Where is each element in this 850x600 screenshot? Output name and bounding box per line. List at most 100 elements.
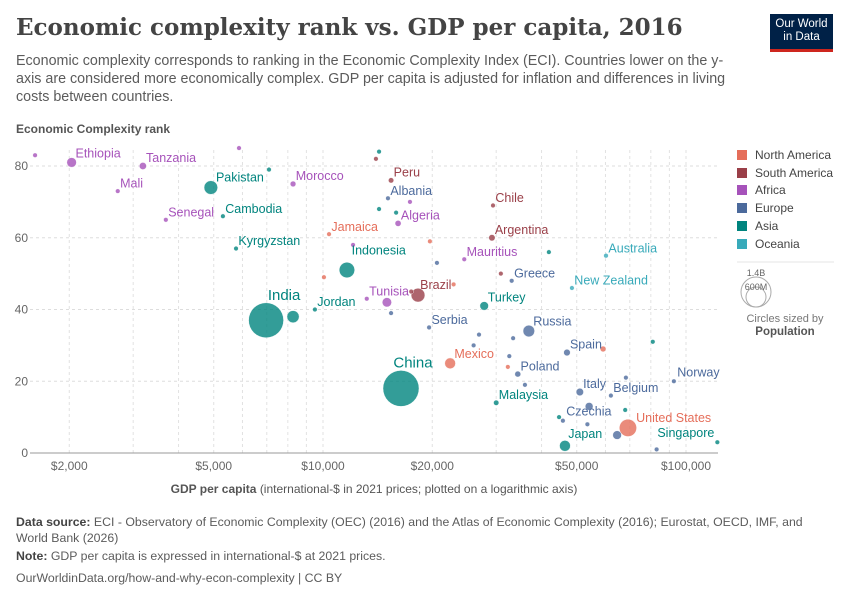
data-point-singapore bbox=[714, 439, 720, 445]
data-point-belgium bbox=[608, 393, 614, 399]
source-text: ECI - Observatory of Economic Complexity… bbox=[16, 515, 803, 545]
data-point-indonesia bbox=[338, 262, 355, 278]
legend-label: Europe bbox=[755, 201, 794, 216]
data-point-serbia bbox=[426, 324, 432, 330]
owid-logo[interactable]: Our World in Data bbox=[770, 14, 833, 52]
data-point bbox=[427, 238, 433, 244]
data-point bbox=[505, 364, 511, 370]
source-label: Data source: bbox=[16, 515, 91, 529]
point-label: Peru bbox=[394, 166, 420, 180]
data-point-turkey bbox=[479, 301, 489, 311]
legend-label: South America bbox=[755, 165, 834, 180]
data-point bbox=[650, 339, 656, 345]
size-legend-circle-small bbox=[745, 286, 767, 308]
point-label: Belgium bbox=[613, 381, 658, 395]
legend-label: North America bbox=[755, 148, 832, 162]
legend-swatch bbox=[737, 238, 747, 249]
point-label: India bbox=[268, 287, 301, 304]
point-label: Jamaica bbox=[331, 220, 378, 234]
data-point bbox=[498, 271, 504, 277]
point-label: Australia bbox=[608, 241, 657, 255]
data-point-algeria bbox=[394, 220, 402, 227]
point-label: Brazil bbox=[420, 278, 451, 292]
point-label: New Zealand bbox=[574, 274, 648, 288]
data-point-china bbox=[382, 370, 420, 407]
legend-item-south-america[interactable]: South America bbox=[737, 166, 833, 180]
point-label: Mexico bbox=[454, 347, 494, 361]
point-label: Argentina bbox=[495, 223, 549, 237]
legend-swatch bbox=[737, 167, 747, 178]
legend-swatch bbox=[737, 185, 747, 196]
data-point bbox=[522, 382, 528, 388]
size-legend-small-label: 600M bbox=[745, 282, 768, 292]
data-point bbox=[654, 446, 660, 452]
point-label: Chile bbox=[495, 191, 524, 205]
source-url[interactable]: OurWorldinData.org/how-and-why-econ-comp… bbox=[16, 571, 343, 585]
point-label: Cambodia bbox=[225, 202, 282, 216]
data-point-greece bbox=[509, 278, 515, 284]
data-point bbox=[388, 310, 394, 316]
point-label: Serbia bbox=[431, 313, 467, 327]
data-point-tanzania bbox=[139, 162, 147, 170]
legend-swatch bbox=[737, 150, 747, 160]
size-legend-variable: Population bbox=[755, 326, 814, 338]
data-point bbox=[584, 421, 590, 427]
data-point-peru bbox=[388, 177, 394, 184]
data-point-ethiopia bbox=[66, 157, 77, 168]
legend-item-asia[interactable]: Asia bbox=[737, 219, 778, 233]
y-tick-label: 0 bbox=[21, 446, 28, 460]
legend-item-europe[interactable]: Europe bbox=[737, 201, 794, 215]
x-tick-label: $20,000 bbox=[411, 459, 455, 473]
y-tick-label: 60 bbox=[15, 231, 29, 245]
data-point bbox=[321, 274, 327, 280]
x-tick-label: $2,000 bbox=[51, 459, 88, 473]
data-point bbox=[546, 249, 552, 255]
data-point-cambodia bbox=[220, 213, 226, 219]
point-label: Morocco bbox=[296, 169, 344, 183]
data-point-jordan bbox=[312, 307, 318, 313]
point-label: Russia bbox=[533, 315, 571, 329]
data-point bbox=[266, 167, 272, 173]
point-label: Italy bbox=[583, 377, 607, 391]
data-point-kyrgyzstan bbox=[233, 246, 239, 252]
data-point-brazil bbox=[410, 288, 426, 303]
data-point-pakistan bbox=[203, 180, 218, 195]
legend-item-north-america[interactable]: North America bbox=[737, 148, 831, 162]
data-point bbox=[236, 145, 242, 151]
data-point-italy bbox=[575, 388, 584, 396]
point-label: Pakistan bbox=[216, 170, 264, 184]
data-point-russia bbox=[522, 325, 535, 338]
data-point-mauritius bbox=[461, 256, 467, 262]
point-label: Czechia bbox=[566, 405, 611, 419]
legend-item-oceania[interactable]: Oceania bbox=[737, 237, 800, 251]
data-point bbox=[373, 156, 379, 162]
data-point-chile bbox=[490, 202, 496, 208]
point-label: Jordan bbox=[317, 295, 355, 309]
data-point-mexico bbox=[444, 357, 456, 369]
legend-label: Asia bbox=[755, 218, 779, 233]
data-point-spain bbox=[563, 349, 571, 357]
x-axis-label: GDP per capita (international-$ in 2021 … bbox=[171, 482, 578, 496]
legend-label: Oceania bbox=[755, 236, 800, 251]
data-point bbox=[393, 210, 399, 216]
data-point bbox=[510, 335, 516, 341]
point-label: Norway bbox=[677, 365, 720, 379]
data-source: Data source: ECI - Observatory of Econom… bbox=[16, 514, 826, 546]
data-point-malaysia bbox=[493, 399, 500, 406]
legend-item-africa[interactable]: Africa bbox=[737, 183, 786, 197]
data-point bbox=[407, 199, 413, 205]
point-label: Albania bbox=[390, 184, 432, 198]
note-text: GDP per capita is expressed in internati… bbox=[50, 549, 386, 563]
data-point bbox=[408, 289, 414, 295]
point-label: Mauritius bbox=[467, 245, 518, 259]
data-point-poland bbox=[514, 370, 521, 378]
legend-swatch bbox=[737, 220, 747, 231]
data-point bbox=[434, 260, 440, 266]
point-label: Mali bbox=[120, 177, 143, 191]
size-legend-large-label: 1.4B bbox=[747, 268, 766, 278]
point-label: Tanzania bbox=[146, 151, 196, 165]
y-tick-label: 80 bbox=[15, 159, 29, 173]
data-point bbox=[471, 342, 477, 348]
data-point bbox=[599, 345, 607, 353]
data-point-tunisia bbox=[364, 296, 370, 302]
